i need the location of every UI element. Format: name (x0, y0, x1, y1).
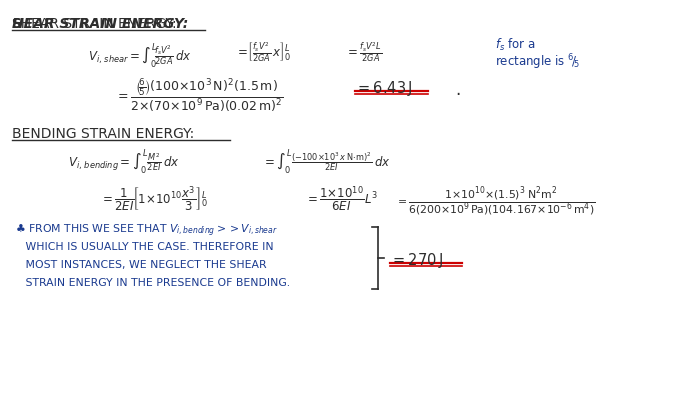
Text: SHEAR STRAIN ENERGY:: SHEAR STRAIN ENERGY: (12, 17, 176, 31)
Text: BENDING STRAIN ENERGY:: BENDING STRAIN ENERGY: (12, 127, 194, 141)
Text: $= \int_0^L \frac{(-100{\times}10^3\,x\;\mathrm{N{\cdot}m})^2}{2EI}\,dx$: $= \int_0^L \frac{(-100{\times}10^3\,x\;… (262, 147, 391, 176)
Text: HEAR STRAIN ENERGY:: HEAR STRAIN ENERGY: (12, 17, 188, 31)
Text: $= \dfrac{1{\times}10^{10}{\times}(1.5)^3\;\mathrm{N^2m^2}}{6(200{\times}10^9\,\: $= \dfrac{1{\times}10^{10}{\times}(1.5)^… (395, 185, 595, 218)
Text: $= \dfrac{1}{2EI}\!\left[1{\times}10^{10}\dfrac{x^3}{3}\right]_0^L$: $= \dfrac{1}{2EI}\!\left[1{\times}10^{10… (100, 185, 208, 214)
Text: $= \frac{f_s V^2 L}{2GA}$: $= \frac{f_s V^2 L}{2GA}$ (345, 41, 382, 64)
Text: $V_{i,\,bending} = \int_0^L \frac{M^2}{2EI}\,dx$: $V_{i,\,bending} = \int_0^L \frac{M^2}{2… (68, 147, 180, 176)
Text: rectangle is ${}^6\!/\!_5$: rectangle is ${}^6\!/\!_5$ (495, 52, 580, 71)
Text: S: S (12, 17, 22, 31)
Text: $V_{i,\,shear} = \int_0^L \!\frac{f_s V^2}{2GA}\,dx$: $V_{i,\,shear} = \int_0^L \!\frac{f_s V^… (88, 41, 192, 70)
Text: .: . (455, 81, 460, 99)
Text: $\clubsuit$ FROM THIS WE SEE THAT $V_{i,bending} >> V_{i,shear}$: $\clubsuit$ FROM THIS WE SEE THAT $V_{i,… (15, 223, 278, 239)
Text: $= \!\left[\frac{f_s V^2}{2GA}\,x\right]_0^L$: $= \!\left[\frac{f_s V^2}{2GA}\,x\right]… (235, 41, 291, 64)
Text: STRAIN ENERGY IN THE PRESENCE OF BENDING.: STRAIN ENERGY IN THE PRESENCE OF BENDING… (15, 279, 290, 288)
Text: $f_s$ for a: $f_s$ for a (495, 37, 535, 53)
Text: WHICH IS USUALLY THE CASE. THEREFORE IN: WHICH IS USUALLY THE CASE. THEREFORE IN (15, 241, 274, 251)
Text: MOST INSTANCES, WE NEGLECT THE SHEAR: MOST INSTANCES, WE NEGLECT THE SHEAR (15, 260, 267, 270)
Text: $= 270\,\mathrm{J}$: $= 270\,\mathrm{J}$ (390, 251, 443, 270)
Text: $= 6.43\,\mathrm{J}$: $= 6.43\,\mathrm{J}$ (355, 79, 413, 98)
Text: $= \dfrac{\left(\!\frac{6}{5}\!\right)(100{\times}10^3\,\mathrm{N})^2(1.5\,\math: $= \dfrac{\left(\!\frac{6}{5}\!\right)(1… (115, 77, 284, 115)
Text: $= \dfrac{1{\times}10^{10}}{6EI}L^3$: $= \dfrac{1{\times}10^{10}}{6EI}L^3$ (305, 185, 378, 214)
